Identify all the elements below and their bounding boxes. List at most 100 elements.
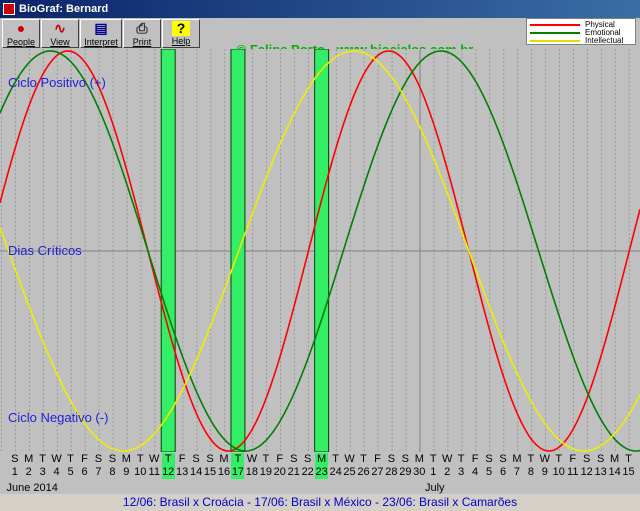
weekday-letter: T <box>39 453 46 465</box>
weekday-letter: S <box>485 453 493 465</box>
help-icon: ? <box>172 21 190 36</box>
weekday-letter: W <box>246 453 258 465</box>
day-number: 9 <box>123 466 130 478</box>
weekday-letter: T <box>360 453 367 465</box>
highlight-day-12 <box>160 49 176 452</box>
weekday-letter: F <box>276 453 284 465</box>
weekday-letter: S <box>11 453 19 465</box>
weekday-letter: T <box>429 453 437 465</box>
print-button[interactable]: ⎙ Print <box>123 19 161 48</box>
legend-item-emotional: Emotional <box>530 28 621 37</box>
month-label: July <box>425 482 445 494</box>
weekday-letter: S <box>304 453 312 465</box>
day-number: 17 <box>231 466 245 479</box>
day-number: 9 <box>541 466 548 478</box>
people-button[interactable]: ● People <box>2 19 40 48</box>
day-number: 19 <box>259 466 272 478</box>
day-number: 26 <box>357 466 370 478</box>
weekday-letter: S <box>108 453 117 465</box>
day-number: 11 <box>567 466 579 478</box>
series-line-physical <box>0 50 640 452</box>
weekday-letter: T <box>555 453 563 465</box>
weekday-letter: F <box>569 453 577 465</box>
day-number: 8 <box>527 466 534 478</box>
day-number: 5 <box>485 466 493 478</box>
day-number: 25 <box>343 466 356 478</box>
weekday-letter: S <box>499 453 507 465</box>
highlight-day-17 <box>230 49 246 452</box>
day-number: 10 <box>134 466 147 478</box>
weekday-letter: S <box>206 453 214 465</box>
day-number: 20 <box>273 466 286 478</box>
day-number: 12 <box>161 466 175 479</box>
day-number: 4 <box>53 466 60 478</box>
day-number: 6 <box>81 466 88 478</box>
weekday-letter: W <box>344 453 355 465</box>
day-number: 15 <box>622 466 635 478</box>
weekday-letter: T <box>136 453 144 465</box>
weekday-letter: F <box>471 453 479 465</box>
weekday-letter: W <box>441 453 453 465</box>
weekday-letter: W <box>149 453 160 465</box>
day-number: 11 <box>148 466 160 478</box>
weekday-letter: T <box>231 453 245 466</box>
label-negative-cycle: Ciclo Negativo (-) <box>8 410 109 425</box>
interpret-button[interactable]: ▤ Interpret <box>80 19 122 48</box>
weekday-letter: S <box>387 453 396 465</box>
day-number: 1 <box>430 466 437 478</box>
day-number: 3 <box>39 466 46 478</box>
view-button[interactable]: ∿ View <box>41 19 79 48</box>
weekday-letter: T <box>527 453 535 465</box>
weekday-letter: F <box>178 453 186 465</box>
weekday-letter: T <box>161 453 175 466</box>
day-number: 29 <box>399 466 412 478</box>
day-number: 13 <box>176 466 189 478</box>
legend-item-physical: Physical <box>530 20 615 29</box>
weekday-letter: M <box>219 453 229 465</box>
biorhythm-chart[interactable]: Ciclo Positivo (+) Dias Críticos Ciclo N… <box>0 49 640 452</box>
weekday-letter: T <box>625 453 632 465</box>
day-number: 2 <box>25 466 32 478</box>
weekday-letter: F <box>374 453 381 465</box>
weekday-letter: M <box>512 453 522 465</box>
weekday-letter: M <box>610 453 620 465</box>
weekday-letter: T <box>262 453 270 465</box>
day-number: 5 <box>67 466 74 478</box>
weekday-letter: M <box>24 453 34 465</box>
footer-events: 12/06: Brasil x Croácia - 17/06: Brasil … <box>0 494 640 511</box>
day-number: 10 <box>552 466 565 478</box>
day-number: 13 <box>594 466 607 478</box>
highlight-day-23 <box>314 49 330 452</box>
view-icon: ∿ <box>54 20 66 36</box>
day-number: 30 <box>413 466 426 478</box>
day-number: 18 <box>245 466 259 478</box>
weekday-letter: S <box>596 453 605 465</box>
legend-line-intellectual <box>530 39 580 42</box>
help-button[interactable]: ? Help <box>162 19 200 48</box>
weekday-letter: S <box>401 453 410 465</box>
legend-line-physical <box>530 23 580 26</box>
legend-line-emotional <box>530 31 580 34</box>
app-icon <box>3 3 15 15</box>
day-number: 7 <box>513 466 520 478</box>
print-icon: ⎙ <box>136 20 148 36</box>
people-icon: ● <box>16 20 26 36</box>
weekday-letter: S <box>94 453 103 465</box>
weekday-letter: S <box>192 453 200 465</box>
legend-item-intellectual: Intellectual <box>530 36 623 45</box>
day-number: 24 <box>329 466 342 478</box>
day-number: 7 <box>95 466 102 478</box>
day-number: 23 <box>315 466 329 479</box>
day-axis: S 1 M 2 T 3 W 4 T 5 F 6 S 7 S 8 M 9 T 10 W 11 T 12 F 13 S 14 S 15 M 16 T… <box>0 452 640 494</box>
weekday-letter: M <box>414 453 424 465</box>
day-number: 4 <box>472 466 479 478</box>
window-title: BioGraf: Bernard <box>19 3 109 15</box>
day-number: 15 <box>203 466 217 478</box>
interpret-icon: ▤ <box>94 20 108 36</box>
day-number: 3 <box>458 466 465 478</box>
label-positive-cycle: Ciclo Positivo (+) <box>8 75 106 90</box>
day-number: 12 <box>580 466 593 478</box>
label-critical-days: Dias Críticos <box>8 243 82 258</box>
day-number: 22 <box>301 466 314 478</box>
day-number: 21 <box>287 466 300 478</box>
